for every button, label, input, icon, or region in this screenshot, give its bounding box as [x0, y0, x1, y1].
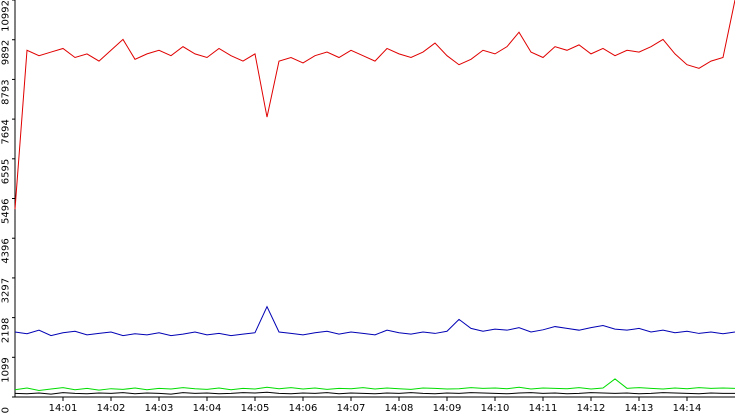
- x-tick-label: 14:10: [481, 403, 510, 414]
- y-tick-label: 4396: [0, 238, 11, 263]
- x-tick-label: 14:03: [145, 403, 174, 414]
- series-line: [14, 0, 735, 210]
- x-tick-label: 14:07: [337, 403, 366, 414]
- x-tick-label: 14:12: [577, 403, 606, 414]
- y-tick-label: 1099: [0, 357, 11, 382]
- x-tick-label: 14:14: [673, 403, 702, 414]
- y-tick-label: 2198: [0, 318, 11, 343]
- x-tick-label: 14:08: [385, 403, 414, 414]
- y-tick-label: 9892: [0, 40, 11, 65]
- series-line: [14, 305, 735, 337]
- y-tick-label: 8793: [0, 79, 11, 104]
- x-tick-label: 14:01: [49, 403, 78, 414]
- y-tick-label: 5496: [0, 199, 11, 224]
- y-tick-label: 0: [0, 407, 11, 413]
- series-line: [14, 378, 735, 392]
- x-tick-label: 14:05: [241, 403, 270, 414]
- y-tick-label: 3297: [0, 278, 11, 303]
- x-tick-label: 14:02: [97, 403, 126, 414]
- x-tick-label: 14:04: [193, 403, 222, 414]
- x-tick-label: 14:06: [289, 403, 318, 414]
- x-tick-label: 14:13: [625, 403, 654, 414]
- y-tick-label: 10992: [0, 0, 11, 32]
- y-tick-label: 7694: [0, 119, 11, 144]
- x-tick-label: 14:09: [433, 403, 462, 414]
- series-line: [14, 391, 735, 395]
- x-tick-label: 14:11: [529, 403, 558, 414]
- y-tick-label: 6595: [0, 159, 11, 184]
